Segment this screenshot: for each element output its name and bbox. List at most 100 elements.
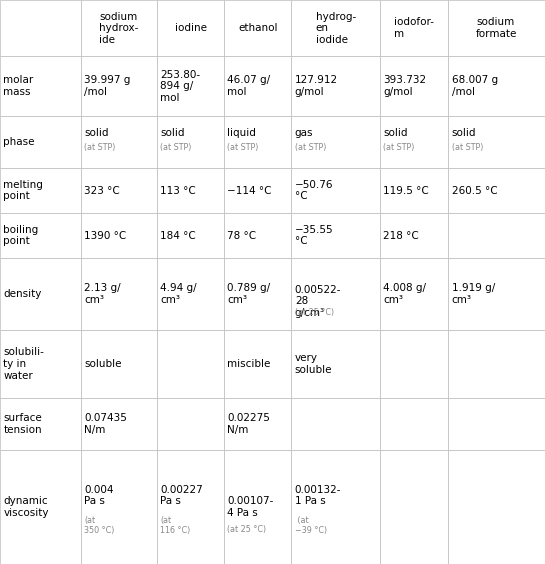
Bar [81,258,157,331]
Bar [449,0,545,56]
Bar [380,331,449,398]
Bar [157,258,224,331]
Bar [449,168,545,213]
Text: 1390 °C: 1390 °C [84,231,126,241]
Text: 253.80-
894 g/
mol: 253.80- 894 g/ mol [160,69,201,103]
Text: 39.997 g
/mol: 39.997 g /mol [84,76,131,97]
Text: 393.732
g/mol: 393.732 g/mol [383,76,426,97]
Bar [449,331,545,398]
Bar [157,168,224,213]
Text: 0.02275
N/m: 0.02275 N/m [227,413,270,435]
Text: phase: phase [3,137,35,147]
Bar [380,213,449,258]
Bar [292,398,380,450]
Bar [292,213,380,258]
Bar [449,116,545,168]
Text: soluble: soluble [84,359,122,369]
Text: (at STP): (at STP) [160,143,192,152]
Text: (at
350 °C): (at 350 °C) [84,515,114,535]
Bar [449,56,545,116]
Text: 113 °C: 113 °C [160,186,196,196]
Bar [449,213,545,258]
Bar [224,213,292,258]
Text: solid: solid [383,128,408,138]
Text: 1.919 g/
cm³: 1.919 g/ cm³ [452,284,495,305]
Bar [380,56,449,116]
Text: miscible: miscible [227,359,271,369]
Bar [380,258,449,331]
Bar [81,450,157,564]
Text: 78 °C: 78 °C [227,231,257,241]
Text: −50.76
°C: −50.76 °C [295,180,333,201]
Text: (at
116 °C): (at 116 °C) [160,515,191,535]
Text: 0.00132-
1 Pa s: 0.00132- 1 Pa s [295,485,341,506]
Bar [81,56,157,116]
Bar [224,116,292,168]
Text: ethanol: ethanol [238,23,277,33]
Text: (at STP): (at STP) [383,143,415,152]
Bar [224,168,292,213]
Text: 4.94 g/
cm³: 4.94 g/ cm³ [160,284,197,305]
Bar [224,398,292,450]
Text: 127.912
g/mol: 127.912 g/mol [295,76,338,97]
Bar [157,331,224,398]
Bar [81,331,157,398]
Text: 0.07435
N/m: 0.07435 N/m [84,413,127,435]
Text: iodofor-
m: iodofor- m [394,17,434,39]
Bar [380,0,449,56]
Text: density: density [3,289,41,299]
Text: 218 °C: 218 °C [383,231,419,241]
Text: −35.55
°C: −35.55 °C [295,225,334,246]
Text: 323 °C: 323 °C [84,186,120,196]
Bar [157,398,224,450]
Bar [224,0,292,56]
Bar [0,450,81,564]
Bar [81,213,157,258]
Text: 260.5 °C: 260.5 °C [452,186,498,196]
Text: sodium
hydrox-
ide: sodium hydrox- ide [99,12,138,45]
Bar [157,450,224,564]
Bar [292,450,380,564]
Bar [157,56,224,116]
Bar [0,116,81,168]
Bar [0,168,81,213]
Bar [0,258,81,331]
Bar [0,331,81,398]
Text: (at STP): (at STP) [452,143,483,152]
Bar [81,116,157,168]
Text: (at 25 °C): (at 25 °C) [227,525,267,534]
Bar [224,258,292,331]
Text: dynamic
viscosity: dynamic viscosity [3,496,49,518]
Text: (at 25 °C): (at 25 °C) [295,309,334,318]
Text: solid: solid [84,128,109,138]
Text: iodine: iodine [174,23,207,33]
Text: liquid: liquid [227,128,256,138]
Bar [292,0,380,56]
Bar [449,258,545,331]
Bar [380,398,449,450]
Bar [292,56,380,116]
Text: molar
mass: molar mass [3,76,34,97]
Bar [292,331,380,398]
Text: (at STP): (at STP) [227,143,259,152]
Text: surface
tension: surface tension [3,413,42,435]
Bar [81,398,157,450]
Bar [292,168,380,213]
Text: 0.00227
Pa s: 0.00227 Pa s [160,485,203,506]
Bar [449,398,545,450]
Bar [157,0,224,56]
Bar [380,450,449,564]
Bar [81,0,157,56]
Bar [0,398,81,450]
Bar [292,258,380,331]
Text: 0.789 g/
cm³: 0.789 g/ cm³ [227,284,271,305]
Bar [380,116,449,168]
Text: sodium
formate: sodium formate [476,17,517,39]
Bar [224,56,292,116]
Bar [81,168,157,213]
Text: boiling
point: boiling point [3,225,39,246]
Text: (at
−39 °C): (at −39 °C) [295,515,327,535]
Bar [449,450,545,564]
Text: 0.00107-
4 Pa s: 0.00107- 4 Pa s [227,496,274,518]
Text: 0.004
Pa s: 0.004 Pa s [84,485,114,506]
